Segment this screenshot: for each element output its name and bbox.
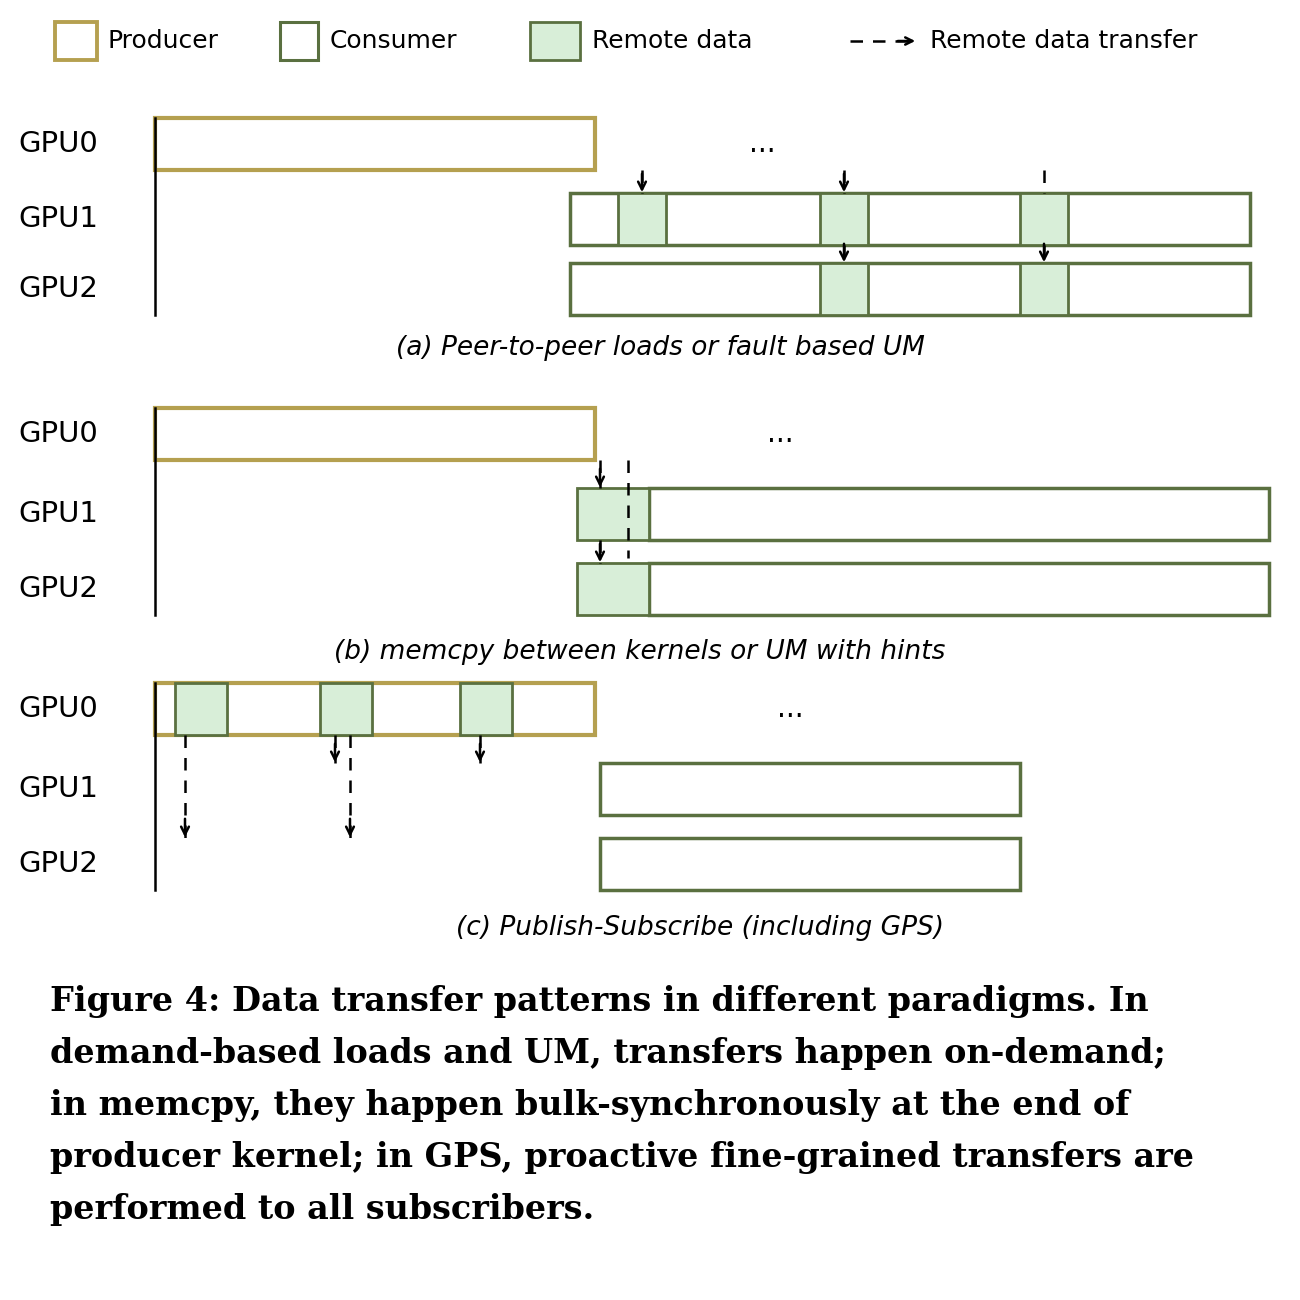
Bar [155,682,595,734]
Bar [601,763,1020,815]
Text: GPU1: GPU1 [18,205,98,233]
Bar [460,682,512,734]
Bar [601,838,1020,890]
Bar [649,563,1269,615]
Text: in memcpy, they happen bulk-synchronously at the end of: in memcpy, they happen bulk-synchronousl… [49,1089,1130,1122]
Text: Producer: Producer [107,29,218,53]
Bar [820,192,868,244]
Text: GPU2: GPU2 [18,850,98,878]
Text: GPU1: GPU1 [18,500,98,528]
Bar [649,488,1269,540]
Bar [618,192,666,244]
Bar [155,118,595,170]
Text: GPU0: GPU0 [18,696,98,723]
Bar [320,682,372,734]
Text: GPU0: GPU0 [18,420,98,448]
Text: GPU2: GPU2 [18,276,98,303]
Bar [569,192,1251,244]
Bar [1020,192,1069,244]
Text: ...: ... [749,130,775,159]
Text: Remote data transfer: Remote data transfer [930,29,1197,53]
Text: ...: ... [776,696,803,723]
Bar [155,408,595,460]
Text: producer kernel; in GPS, proactive fine-grained transfers are: producer kernel; in GPS, proactive fine-… [49,1141,1193,1174]
Text: (a) Peer-to-peer loads or fault based UM: (a) Peer-to-peer loads or fault based UM [395,335,924,361]
Bar [176,682,227,734]
Text: GPU1: GPU1 [18,775,98,803]
Text: GPU2: GPU2 [18,575,98,603]
Bar [820,263,868,315]
Bar [1020,263,1069,315]
Text: ...: ... [767,420,793,448]
Bar [569,263,1251,315]
Bar [280,22,318,60]
Text: Consumer: Consumer [330,29,458,53]
Bar [530,22,580,60]
Text: (c) Publish-Subscribe (including GPS): (c) Publish-Subscribe (including GPS) [456,915,944,941]
Text: performed to all subscribers.: performed to all subscribers. [49,1193,594,1226]
Text: GPU0: GPU0 [18,130,98,159]
Bar [55,22,98,60]
Text: demand-based loads and UM, transfers happen on-demand;: demand-based loads and UM, transfers hap… [49,1037,1166,1070]
Bar [577,488,649,540]
Text: Figure 4: Data transfer patterns in different paradigms. In: Figure 4: Data transfer patterns in diff… [49,985,1149,1018]
Text: (b) memcpy between kernels or UM with hints: (b) memcpy between kernels or UM with hi… [334,640,945,666]
Text: Remote data: Remote data [592,29,753,53]
Bar [577,563,649,615]
